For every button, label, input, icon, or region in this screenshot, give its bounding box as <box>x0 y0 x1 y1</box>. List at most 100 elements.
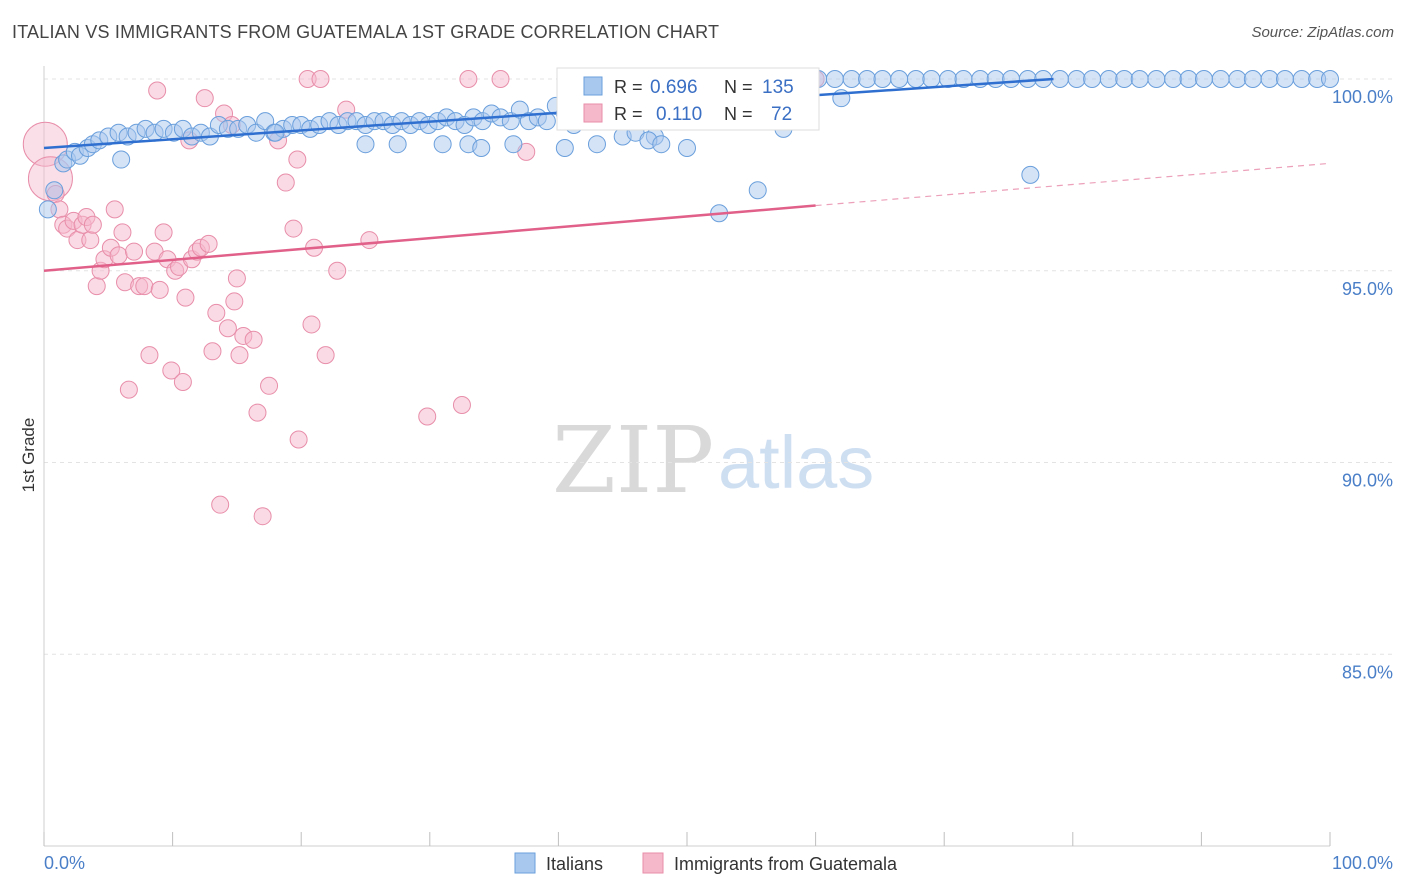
guatemala-point-63 <box>311 70 330 88</box>
guatemala-point-10 <box>81 231 100 250</box>
guatemala-point-34 <box>176 288 195 307</box>
guatemala-point-21 <box>125 242 144 261</box>
x-tick-label-max: 100.0% <box>1332 853 1393 873</box>
italians-point-126 <box>1130 70 1149 88</box>
guatemala-point-11 <box>83 215 102 234</box>
italians-point-80 <box>356 135 375 154</box>
stats-legend: R = 0.696 N = 135 R = 0.110 N = 72 <box>556 67 820 131</box>
italians-point-92 <box>472 139 491 158</box>
italians-point-1 <box>45 181 64 200</box>
guatemala-point-30 <box>162 361 181 380</box>
italians-point-121 <box>1050 70 1069 88</box>
legend-label-italians: Italians <box>546 854 603 874</box>
guatemala-point-16 <box>105 200 124 219</box>
italians-point-129 <box>1179 70 1198 88</box>
stats-r-label-italians: R = <box>614 77 643 97</box>
italians-point-118 <box>1002 70 1021 88</box>
italians-point-127 <box>1147 70 1166 88</box>
stats-swatch-guatemala <box>583 103 603 123</box>
guatemala-points <box>22 70 825 526</box>
guatemala-point-68 <box>418 407 437 426</box>
guatemala-point-47 <box>225 292 244 311</box>
guatemala-point-49 <box>230 346 249 365</box>
stats-swatch-italians <box>583 76 603 96</box>
stats-n-value-guatemala: 72 <box>771 104 792 125</box>
italians-point-91 <box>748 181 767 200</box>
italians-point-86 <box>587 135 606 154</box>
y-tick-label-95: 95.0% <box>1342 279 1393 299</box>
guatemala-point-27 <box>150 280 169 299</box>
italians-point-117 <box>986 70 1005 88</box>
guatemala-point-0 <box>22 121 68 167</box>
italians-point-89 <box>678 139 696 158</box>
italians-point-119 <box>1018 70 1037 88</box>
y-tick-label-85: 85.0% <box>1342 662 1393 682</box>
italians-point-130 <box>1194 70 1213 88</box>
stats-r-value-guatemala: 0.110 <box>656 104 702 125</box>
italians-point-111 <box>890 70 909 88</box>
stats-n-label-guatemala: N = <box>724 104 753 124</box>
italians-point-135 <box>1275 70 1294 88</box>
x-ticks <box>43 832 1331 846</box>
source-label: Source: ZipAtlas.com <box>1251 24 1394 41</box>
italians-point-113 <box>922 70 941 88</box>
italians-point-0 <box>38 200 57 219</box>
legend-swatch-italians <box>514 852 536 874</box>
guatemala-point-67 <box>360 231 379 250</box>
italians-point-107 <box>825 70 844 88</box>
guatemala-point-41 <box>203 342 222 361</box>
guatemala-point-53 <box>253 507 272 526</box>
italians-point-109 <box>858 70 877 88</box>
guatemala-point-61 <box>302 315 321 334</box>
italians-point-133 <box>1243 70 1262 88</box>
gridlines <box>44 78 1393 655</box>
y-tick-label-90: 90.0% <box>1342 471 1393 491</box>
guatemala-trend-line <box>43 204 816 272</box>
guatemala-point-18 <box>113 223 132 242</box>
italians-point-132 <box>1228 70 1247 88</box>
italians-point-131 <box>1211 70 1230 88</box>
italians-point-122 <box>1067 70 1086 88</box>
italians-point-81 <box>388 135 407 154</box>
stats-r-label-guatemala: R = <box>614 104 643 124</box>
y-tick-labels: 85.0% 90.0% 95.0% 100.0% <box>1332 87 1393 682</box>
guatemala-point-56 <box>276 173 295 192</box>
italians-point-112 <box>906 70 925 88</box>
guatemala-point-43 <box>211 495 230 514</box>
guatemala-point-70 <box>459 70 478 88</box>
guatemala-point-45 <box>218 319 237 338</box>
guatemala-point-58 <box>288 150 307 169</box>
guatemala-point-69 <box>452 395 471 414</box>
y-axis-title: 1st Grade <box>19 418 38 493</box>
guatemala-point-64 <box>316 346 335 365</box>
guatemala-point-71 <box>491 70 510 88</box>
guatemala-point-65 <box>328 261 347 280</box>
italians-point-82 <box>433 135 452 154</box>
italians-point-136 <box>1292 70 1311 88</box>
italians-point-85 <box>555 139 574 158</box>
italians-point-11 <box>112 150 131 169</box>
guatemala-point-57 <box>284 219 303 238</box>
guatemala-point-17 <box>109 246 128 265</box>
italians-point-124 <box>1099 70 1118 88</box>
guatemala-point-23 <box>135 277 154 296</box>
italians-point-110 <box>873 70 892 88</box>
bottom-legend: Italians Immigrants from Guatemala <box>514 852 898 874</box>
guatemala-point-20 <box>119 380 138 399</box>
chart-title: ITALIAN VS IMMIGRANTS FROM GUATEMALA 1ST… <box>12 22 720 42</box>
legend-label-guatemala: Immigrants from Guatemala <box>674 854 898 874</box>
guatemala-point-42 <box>207 303 226 322</box>
italians-point-88 <box>652 135 671 154</box>
guatemala-point-59 <box>289 430 308 449</box>
x-tick-label-min: 0.0% <box>44 853 85 873</box>
italians-point-108 <box>842 70 861 88</box>
italians-trend-line <box>43 77 1054 150</box>
guatemala-point-24 <box>140 346 159 365</box>
guatemala-point-51 <box>244 330 263 349</box>
italians-point-123 <box>1083 70 1102 88</box>
italians-point-128 <box>1164 70 1183 88</box>
stats-n-label-italians: N = <box>724 77 753 97</box>
guatemala-point-28 <box>154 223 173 242</box>
italians-point-134 <box>1260 70 1279 88</box>
